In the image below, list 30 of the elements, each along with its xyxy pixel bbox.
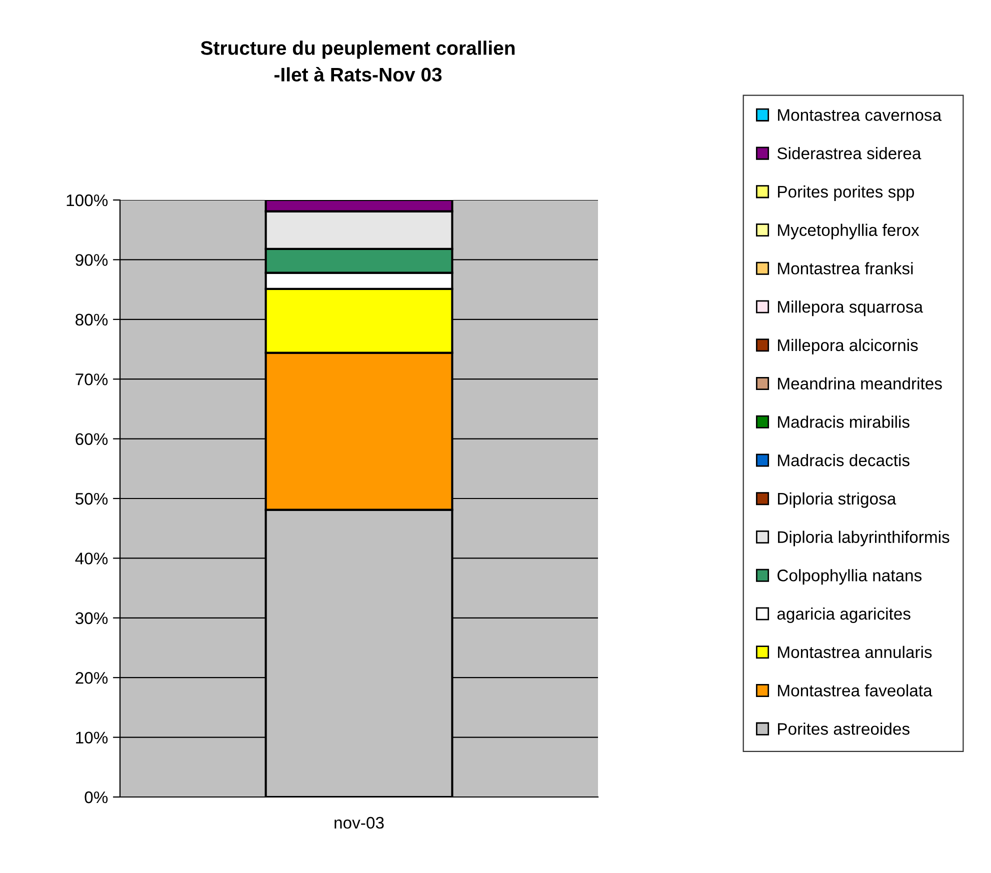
legend-label: Montastrea franksi [778, 262, 913, 274]
y-tick-label: 0% [84, 791, 108, 804]
legend-label: Madracis decactis [778, 454, 910, 466]
legend-label: Porites porites spp [778, 185, 914, 201]
legend-label: Montastrea annularis [778, 646, 932, 658]
y-tick-label: 100% [66, 194, 108, 206]
y-tick-label: 70% [76, 374, 108, 386]
legend-label: Mycetophyllia ferox [778, 224, 920, 240]
x-tick-label: nov-03 [334, 816, 384, 829]
legend-label: Meandrina meandrites [778, 377, 942, 390]
y-tick-label: 50% [76, 492, 108, 505]
legend-label: Millepora squarrosa [778, 300, 924, 316]
y-tick-label: 10% [76, 732, 108, 744]
legend-label: agaricia agaricites [777, 607, 910, 624]
y-tick-label: 90% [76, 254, 108, 266]
legend-label: Madracis mirabilis [778, 416, 910, 428]
y-tick-label: 60% [76, 433, 108, 446]
legend-label: Colpophyllia natans [778, 569, 922, 585]
y-tick-label: 80% [76, 314, 108, 326]
legend-label: Diploria strigosa [778, 492, 896, 508]
legend-label: Diploria labyrinthiformis [778, 530, 950, 546]
legend-label: Millepora alcicornis [778, 338, 918, 354]
y-tick-label: 40% [75, 552, 108, 564]
legend-label: Porites astreoides [778, 722, 910, 735]
legend-label: Siderastrea siderea [777, 147, 922, 160]
legend-label: Montastrea faveolata [778, 684, 932, 696]
y-tick-label: 20% [76, 672, 108, 684]
legend-label: Montastrea cavernosa [778, 109, 942, 121]
y-tick-label: 30% [75, 612, 108, 624]
chart-title: Structure du peuplement corallien -Ilet à Rats-Nov 03 [200, 40, 515, 82]
